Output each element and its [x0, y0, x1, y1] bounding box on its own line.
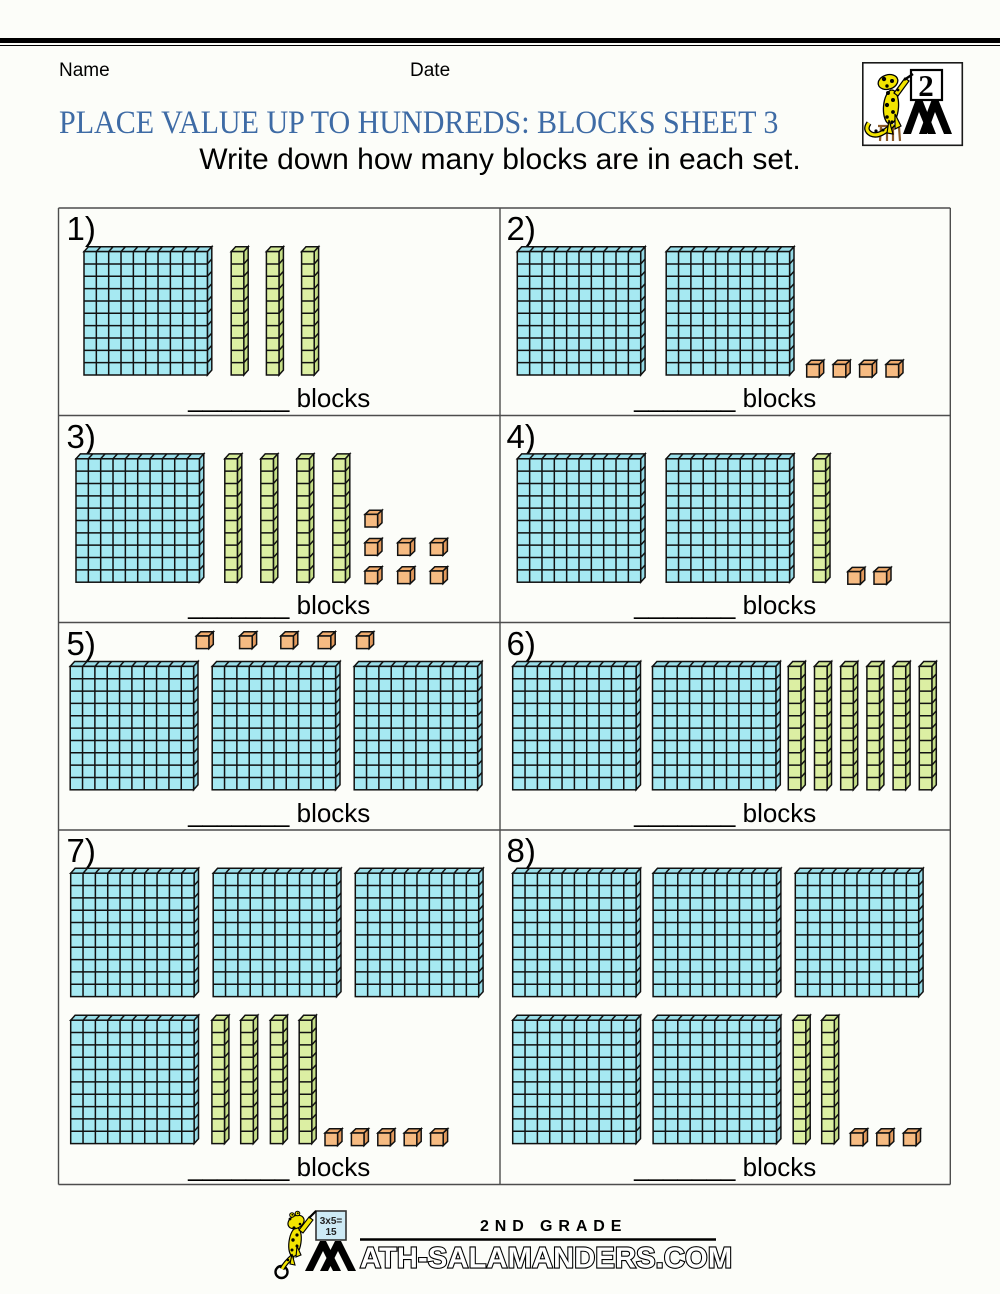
svg-text:3x5=: 3x5= [320, 1216, 343, 1227]
svg-text:ATH-SALAMANDERS.COM: ATH-SALAMANDERS.COM [360, 1243, 732, 1275]
svg-text:2: 2 [918, 68, 934, 103]
svg-text:15: 15 [325, 1227, 337, 1238]
